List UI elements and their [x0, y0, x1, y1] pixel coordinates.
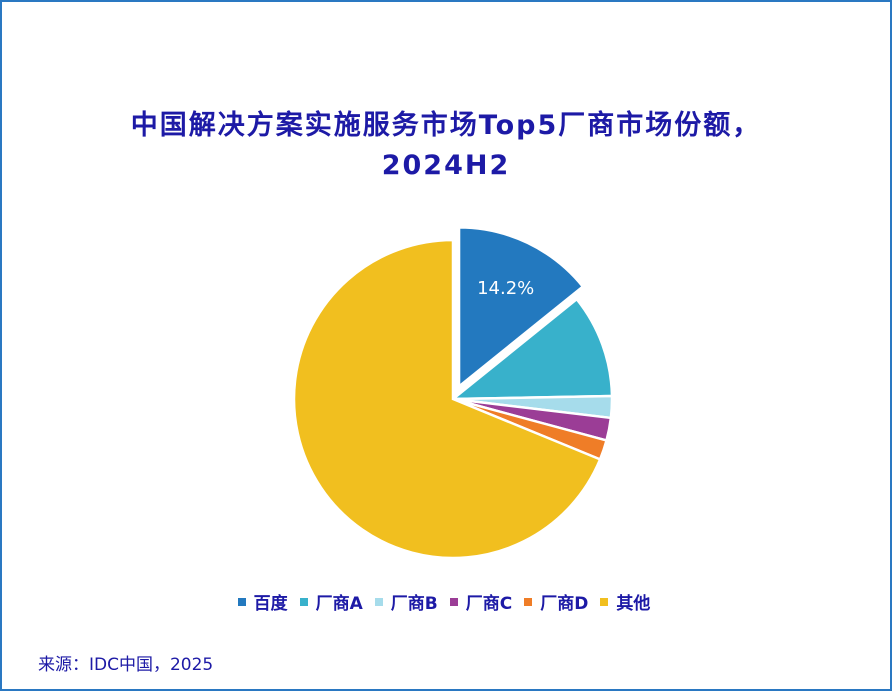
legend-swatch-3 [449, 597, 458, 606]
legend-item-5: 其他 [600, 589, 650, 614]
legend-label-2: 厂商B [390, 594, 438, 614]
pie-data-labels: 14.2% [477, 278, 534, 299]
legend-label-1: 厂商A [315, 594, 363, 614]
pie-slice-5 [292, 238, 602, 560]
chart-title-line-2: 2024H2 [381, 150, 511, 181]
legend-swatch-0 [237, 597, 246, 606]
legend-swatch-1 [299, 597, 308, 606]
chart-title: 中国解决方案实施服务市场Top5厂商市场份额， 2024H2 [0, 106, 892, 186]
legend-label-0: 百度 [253, 594, 288, 614]
chart-title-line-1: 中国解决方案实施服务市场Top5厂商市场份额， [130, 110, 762, 141]
legend-swatch-5 [600, 597, 609, 606]
pie-data-label-0: 14.2% [477, 278, 534, 299]
legend-item-0: 百度 [237, 589, 288, 614]
legend-item-4: 厂商D [524, 589, 588, 614]
pie-slice-0 [457, 226, 585, 389]
legend-label-5: 其他 [616, 594, 651, 614]
legend-item-2: 厂商B [374, 589, 438, 614]
pie-slice-1 [449, 297, 614, 401]
legend-item-1: 厂商A [299, 589, 363, 614]
legend-swatch-4 [524, 597, 533, 606]
legend-item-3: 厂商C [449, 589, 513, 614]
pie-slices [292, 226, 614, 560]
source-note: 来源：IDC中国，2025 [38, 655, 214, 675]
legend-label-4: 厂商D [540, 594, 589, 614]
legend-label-3: 厂商C [465, 594, 513, 614]
legend: 百度 厂商A 厂商B 厂商C 厂商D 其他 [0, 589, 892, 614]
legend-swatch-2 [374, 597, 383, 606]
